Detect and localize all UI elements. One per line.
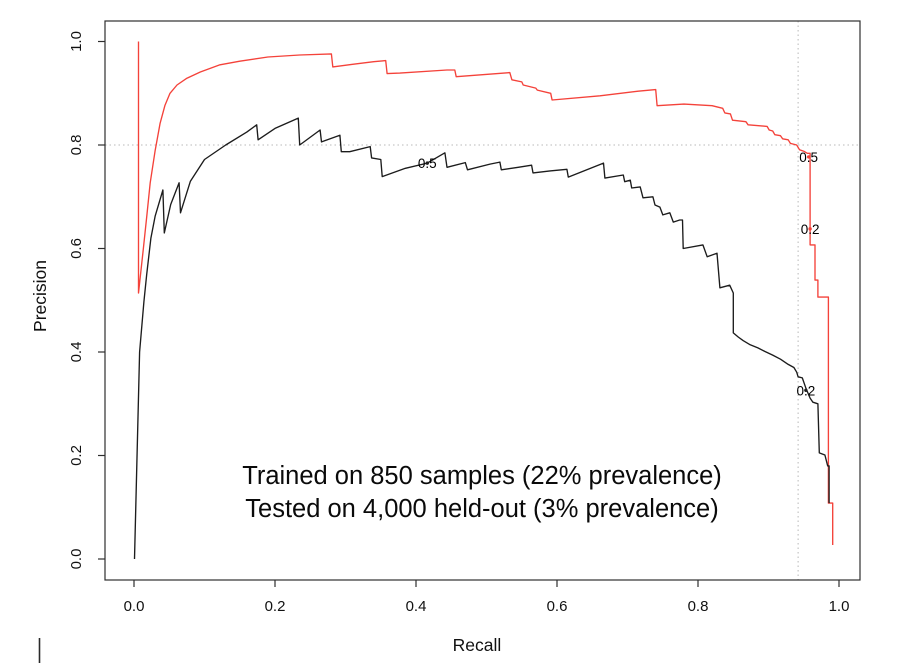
cutoff-label-0.2: 0.2 bbox=[801, 222, 820, 237]
curves-layer bbox=[133, 41, 834, 560]
cutoff-point-0.2 bbox=[808, 227, 812, 231]
cutoff-labels-layer: 0.5 0.2 0.5 0.2 bbox=[418, 150, 820, 398]
y-tick-label: 0.2 bbox=[68, 445, 85, 466]
x-tick-label: 0.8 bbox=[688, 598, 709, 615]
x-tick-label: 0.4 bbox=[406, 598, 427, 615]
x-tick-label: 0.0 bbox=[124, 598, 145, 615]
red-pr-curve bbox=[137, 41, 834, 545]
plot-box bbox=[104, 20, 861, 581]
annotation-line-1: Trained on 850 samples (22% prevalence) bbox=[242, 462, 722, 490]
y-tick-label: 0.8 bbox=[68, 135, 85, 156]
x-tick-label: 1.0 bbox=[829, 598, 850, 615]
x-axis-title: Recall bbox=[453, 635, 502, 655]
y-axis-title: Precision bbox=[30, 260, 50, 332]
x-tick-label: 0.6 bbox=[547, 598, 568, 615]
cutoff-label-0.5: 0.5 bbox=[418, 156, 437, 171]
reference-lines-layer bbox=[105, 21, 860, 580]
x-tick-label: 0.2 bbox=[265, 598, 286, 615]
y-tick-label: 0.4 bbox=[68, 342, 85, 363]
annotation-line-2: Tested on 4,000 held-out (3% prevalence) bbox=[245, 495, 718, 523]
cutoff-label-0.2: 0.2 bbox=[796, 383, 815, 398]
cutoff-label-0.5: 0.5 bbox=[799, 150, 818, 165]
black-pr-curve bbox=[133, 117, 830, 560]
cutoff-point-0.2 bbox=[804, 388, 808, 392]
cutoff-point-0.5 bbox=[806, 155, 811, 159]
y-tick-label: 0.0 bbox=[68, 549, 85, 570]
cutoff-point-0.5 bbox=[425, 161, 429, 165]
y-tick-label: 1.0 bbox=[68, 31, 85, 52]
axes-layer: 0.0 0.2 0.4 0.6 0.8 1.0 0.0 0.2 0.4 0.6 0.8 1.0 bbox=[68, 31, 849, 615]
y-tick-label: 0.6 bbox=[68, 238, 85, 259]
